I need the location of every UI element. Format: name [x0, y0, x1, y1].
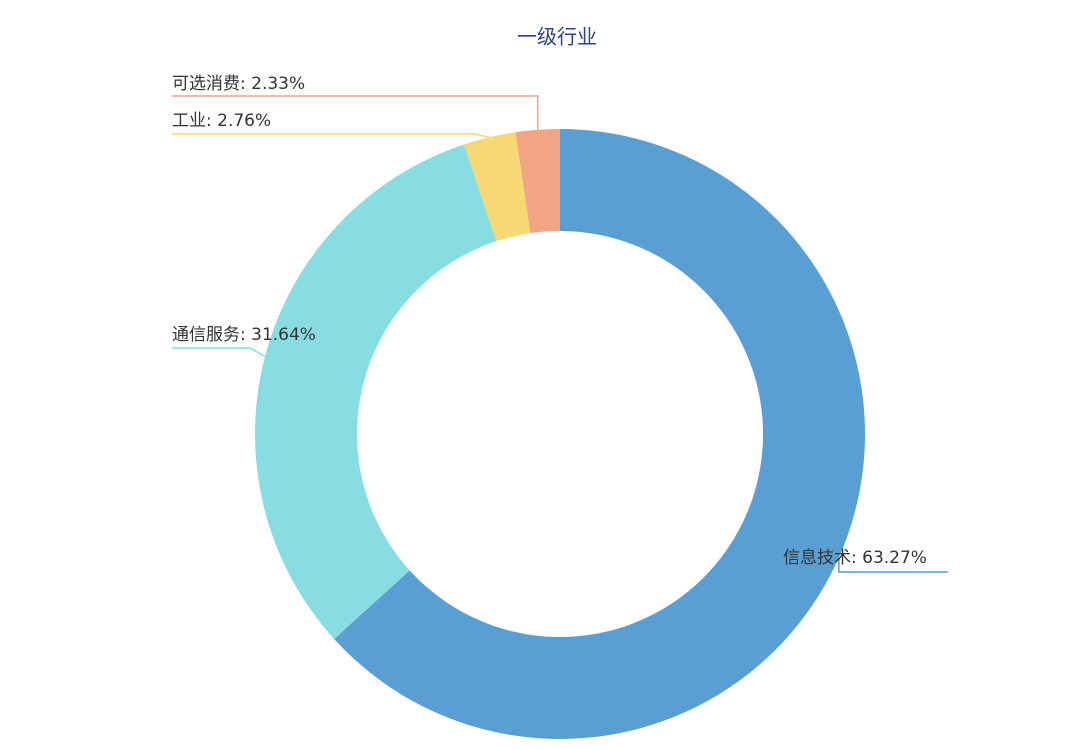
donut-slice [334, 129, 865, 739]
data-label: 可选消费: 2.33% [172, 74, 305, 94]
chart-title: 一级行业 [517, 25, 597, 49]
donut-slice [255, 144, 497, 639]
data-label: 信息技术: 63.27% [783, 548, 927, 568]
donut-slice [464, 132, 531, 242]
donut-slice [515, 129, 560, 234]
data-label: 通信服务: 31.64% [172, 325, 316, 345]
data-label: 工业: 2.76% [172, 111, 271, 131]
leader-line [172, 347, 266, 358]
leader-line [838, 557, 948, 573]
leader-line [172, 133, 490, 138]
leader-line [172, 95, 539, 130]
